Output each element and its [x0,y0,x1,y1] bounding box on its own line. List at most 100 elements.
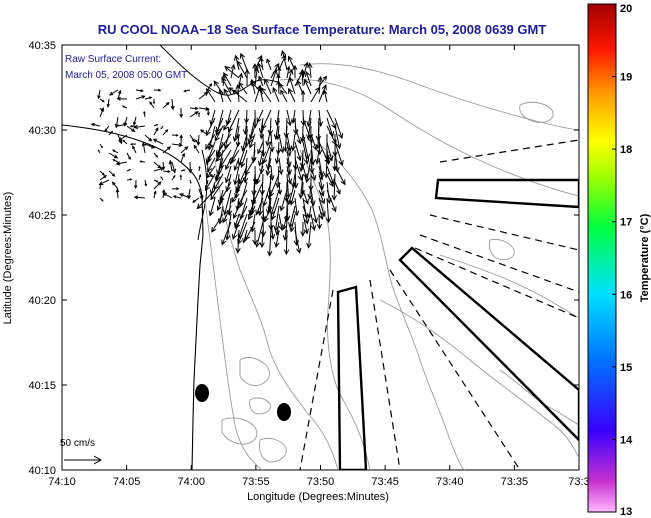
current-vector [300,157,304,172]
current-vector-head [206,172,212,179]
current-vector [326,117,334,137]
current-vector [204,173,216,191]
current-vector [171,161,176,173]
current-vector-head [206,163,209,167]
current-vector [326,173,334,187]
current-vector-head [292,64,298,70]
current-vector [207,157,216,172]
current-vector-head [115,188,120,193]
current-vector-head [223,124,229,131]
current-vector-head [101,199,104,202]
current-vector [317,125,320,149]
current-vector [318,205,323,220]
marker-dot [277,403,291,421]
current-vector [207,149,216,162]
current-vector [263,181,272,206]
current-vector-head [195,106,199,111]
current-vector [286,173,289,198]
current-vector [234,157,240,171]
current-vector [279,83,288,95]
current-vector [310,141,314,165]
current-vector-head [225,164,230,171]
current-vector-head [331,206,337,213]
current-vector-head [316,149,323,156]
current-vector-head [231,197,237,203]
current-vector [277,80,280,95]
current-vector [288,88,296,103]
y-axis-title: Latitude (Degrees:Minutes) [2,192,14,325]
current-vector-head [215,174,221,181]
current-vector-head [114,123,119,129]
current-vector-head [209,82,212,87]
current-vector [236,125,240,139]
current-vector [153,127,159,136]
current-vector [251,213,256,232]
current-vector [232,221,240,239]
current-vector [326,109,337,129]
current-vector-head [206,112,210,116]
current-vector [307,117,312,140]
current-vector [208,125,216,150]
current-vector [237,85,240,103]
current-vector [259,149,264,166]
current-vector-head [213,80,219,87]
current-vector-head [160,176,163,179]
current-vector-head [176,187,180,191]
current-vector-head [296,247,302,254]
current-vector-head [141,95,146,99]
current-vector-head [238,82,244,88]
current-vector-head [306,242,312,249]
current-vector-head [259,242,265,249]
current-vector [144,143,155,149]
current-vector-head [235,83,241,90]
inset-line-1: Raw Surface Current: [65,54,161,65]
current-vector [294,197,298,216]
current-vector-head [122,139,126,143]
current-vector [318,213,320,229]
current-vector-head [236,60,242,67]
current-vector-head [208,210,214,217]
current-vector-head [331,194,337,201]
current-vector [108,170,116,177]
current-vector-head [286,65,291,71]
current-vector [309,181,312,199]
current-vector-head [274,241,280,248]
current-vector [221,221,232,245]
current-vector-head [237,160,244,167]
current-vector-head [309,167,315,174]
current-vector-head [235,187,241,194]
current-vector [286,157,291,175]
current-vector-head [318,170,324,178]
current-vector [108,152,118,159]
current-vector-head [258,75,263,81]
current-vector [112,181,119,190]
current-vector-head [288,55,293,62]
current-vector-head [140,89,144,93]
current-vector [228,109,240,133]
current-vector-head [332,151,338,158]
current-vector-head [112,159,115,162]
current-vector-head [132,121,137,126]
x-tick-label: 73:3 [568,476,589,488]
current-vector [318,181,324,196]
current-vector [302,181,304,195]
x-tick-label: 74:00 [177,476,205,488]
current-vector [260,87,272,103]
current-vector [326,125,337,145]
colorbar-tick-label: 13 [620,506,632,518]
current-vector-head [187,195,191,200]
sector-lines [299,139,579,470]
current-vector-head [269,146,275,153]
current-vector-head [156,180,159,183]
current-vector-head [139,160,142,163]
current-vector-head [197,111,201,115]
current-vector [290,189,296,205]
x-tick-label: 73:40 [436,476,464,488]
current-vector [257,141,264,154]
current-vector-head [245,234,251,241]
current-vector-head [205,130,211,137]
x-tick-label: 74:10 [48,476,76,488]
current-vector-head [259,56,264,63]
current-vector-head [205,106,210,111]
current-vector [270,221,274,239]
